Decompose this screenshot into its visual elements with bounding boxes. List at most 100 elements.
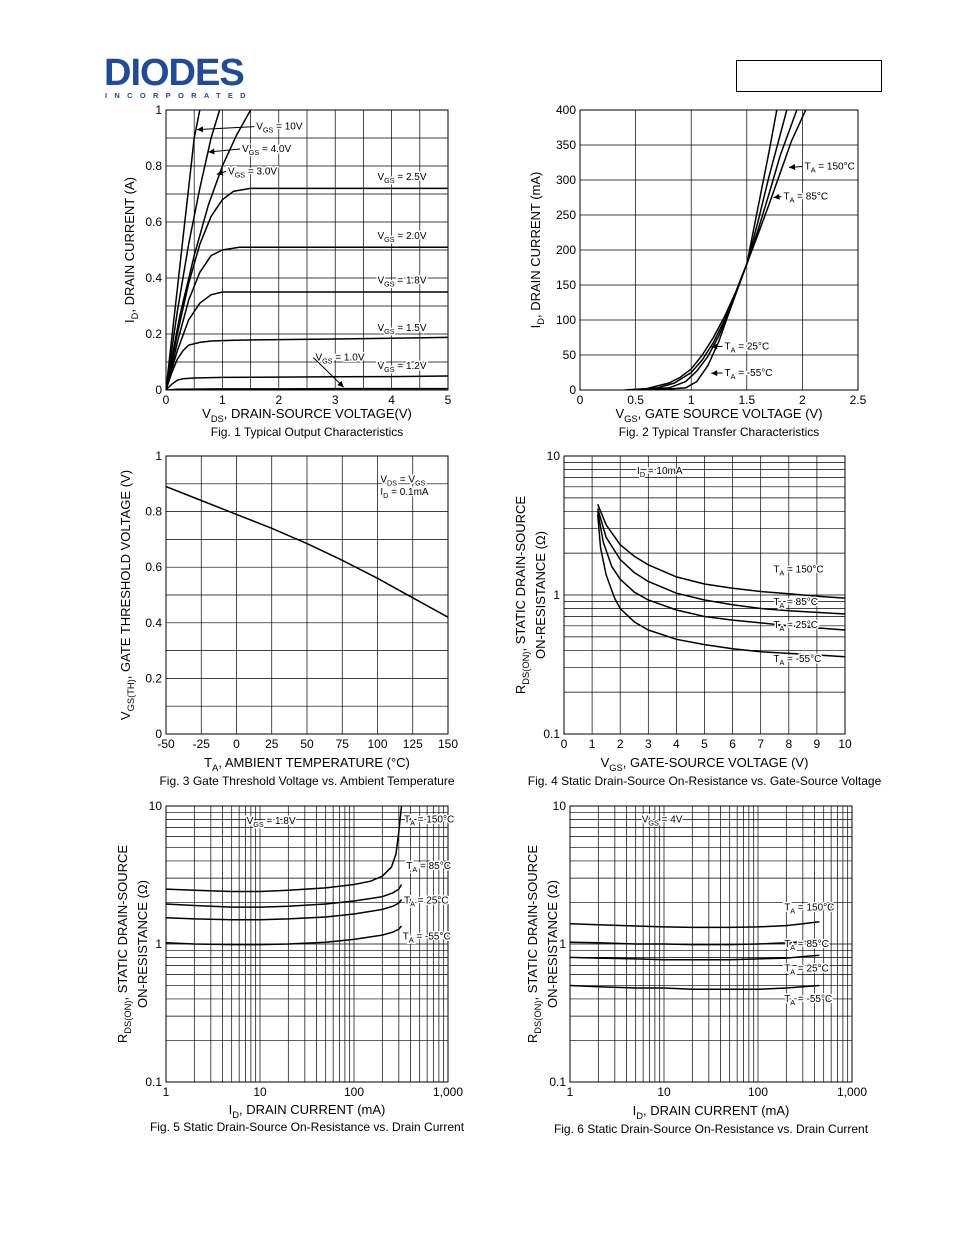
series-line	[166, 485, 448, 618]
fig2-plot-frame	[579, 109, 859, 391]
series-line	[166, 110, 201, 390]
x-tick-label: 3	[645, 737, 652, 751]
x-tick-label: 0.5	[627, 393, 644, 407]
x-tick-label: -25	[193, 737, 211, 751]
fig1-series-group	[166, 110, 448, 390]
x-tick-label: 0	[163, 393, 170, 407]
x-tick-label: 1.5	[738, 393, 755, 407]
y-axis-label-line2: ON-RESISTANCE (Ω)	[135, 880, 150, 1008]
fig5-series-group	[166, 806, 403, 946]
y-axis-label: ID, DRAIN CURRENT (mA)	[528, 172, 546, 329]
annotation-label: TA = 85°C	[406, 861, 451, 874]
annotation-label: VGS = 2.0V	[378, 231, 427, 244]
series-line	[166, 375, 448, 390]
x-tick-label: 1	[163, 1085, 170, 1099]
figure-caption: Fig. 4 Static Drain-Source On-Resistance…	[528, 774, 882, 788]
y-tick-label: 0.1	[549, 1075, 566, 1089]
fig3-grid	[166, 456, 448, 734]
figure-caption: Fig. 3 Gate Threshold Voltage vs. Ambien…	[159, 774, 454, 788]
series-line	[166, 806, 403, 893]
x-axis-label: VGS, GATE SOURCE VOLTAGE (V)	[615, 406, 822, 424]
x-tick-label: 1,000	[433, 1085, 463, 1099]
annotation-label: TA = 150°C	[805, 162, 855, 175]
annotation-label: TA = 25°C	[784, 964, 829, 977]
x-tick-label: 1,000	[837, 1085, 867, 1099]
fig4-series-group	[596, 503, 845, 658]
series-line	[570, 984, 820, 991]
fig6-series-group	[570, 920, 820, 991]
annotation-arrowhead	[711, 370, 718, 377]
annotation-label: TA = -55°C	[784, 994, 832, 1007]
logo-subtext: INCORPORATED	[105, 91, 253, 100]
annotation-label: VGS = 1.8V	[247, 816, 296, 829]
y-tick-label: 1	[553, 588, 560, 602]
y-tick-label: 0	[569, 383, 576, 397]
series-line	[166, 925, 403, 946]
x-tick-label: 4	[673, 737, 680, 751]
annotation-label: TA = 85°C	[784, 939, 829, 952]
y-tick-label: 300	[556, 173, 576, 187]
annotation-label: VGS = 1.0V	[315, 353, 364, 366]
series-line	[166, 110, 221, 390]
x-tick-label: 75	[336, 737, 350, 751]
annotation-label: ID = 0.1mA	[380, 487, 429, 500]
y-tick-label: 1	[155, 449, 162, 463]
figure-caption: Fig. 6 Static Drain-Source On-Resistance…	[554, 1122, 869, 1136]
fig2-grid	[580, 110, 858, 390]
series-line	[166, 884, 403, 908]
y-axis-label: RDS(ON), STATIC DRAIN-SOURCE	[115, 845, 133, 1043]
x-tick-label: 100	[367, 737, 387, 751]
annotation-label: VGS = 3.0V	[228, 166, 277, 179]
x-axis-label: TA, AMBIENT TEMPERATURE (°C)	[204, 755, 410, 773]
y-tick-label: 0.2	[145, 671, 162, 685]
annotation-arrowhead	[216, 169, 224, 176]
annotation-label: TA = 25°C	[773, 620, 818, 633]
x-tick-label: 2	[617, 737, 624, 751]
fig2-series-group	[624, 110, 807, 390]
fig6-plot-frame	[569, 805, 853, 1083]
x-axis-label: ID, DRAIN CURRENT (mA)	[633, 1103, 790, 1121]
series-line	[166, 899, 403, 921]
annotation-arrowhead	[197, 126, 204, 133]
annotation-label: TA = -55°C	[725, 368, 773, 381]
y-tick-label: 200	[556, 243, 576, 257]
y-tick-label: 1	[155, 103, 162, 117]
x-tick-label: 50	[300, 737, 314, 751]
part-number-box	[736, 60, 882, 92]
fig3-series-group	[166, 485, 448, 618]
x-tick-label: 0	[577, 393, 584, 407]
x-tick-label: 5	[701, 737, 708, 751]
y-tick-label: 0	[155, 727, 162, 741]
y-tick-label: 250	[556, 208, 576, 222]
series-line	[166, 387, 448, 390]
annotation-label: VGS = 4.0V	[242, 144, 291, 157]
logo-wordmark: DIODES	[104, 52, 244, 94]
x-tick-label: 10	[838, 737, 852, 751]
diodes-logo: DIODES INCORPORATED	[104, 52, 253, 100]
x-tick-label: 2	[799, 393, 806, 407]
y-tick-label: 0.4	[145, 616, 162, 630]
annotation-arrowhead	[789, 164, 796, 170]
fig3-plot-frame	[165, 455, 449, 735]
annotation-label: TA = 85°C	[773, 597, 818, 610]
y-tick-label: 50	[563, 348, 577, 362]
x-tick-label: 5	[445, 393, 452, 407]
x-tick-label: 1	[688, 393, 695, 407]
annotation-label: TA = -55°C	[773, 654, 821, 667]
annotation-arrowhead	[337, 380, 344, 388]
y-tick-label: 0.8	[145, 505, 162, 519]
x-tick-label: 10	[253, 1085, 267, 1099]
y-tick-label: 0.1	[543, 727, 560, 741]
series-line	[624, 110, 807, 390]
annotation-arrow	[196, 126, 255, 131]
series-line	[596, 514, 845, 658]
series-line	[166, 246, 448, 390]
series-line	[652, 110, 778, 390]
series-line	[570, 920, 820, 929]
series-line	[596, 508, 845, 615]
